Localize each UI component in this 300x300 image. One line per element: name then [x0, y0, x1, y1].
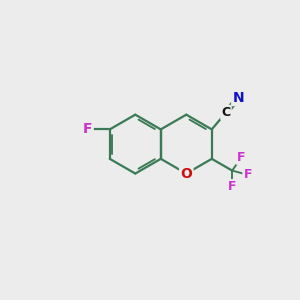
Text: O: O: [180, 167, 192, 181]
Text: F: F: [83, 122, 92, 136]
Text: F: F: [237, 151, 246, 164]
Text: C: C: [221, 106, 230, 119]
Text: F: F: [228, 180, 236, 193]
Text: N: N: [232, 91, 244, 105]
Text: F: F: [244, 168, 252, 181]
